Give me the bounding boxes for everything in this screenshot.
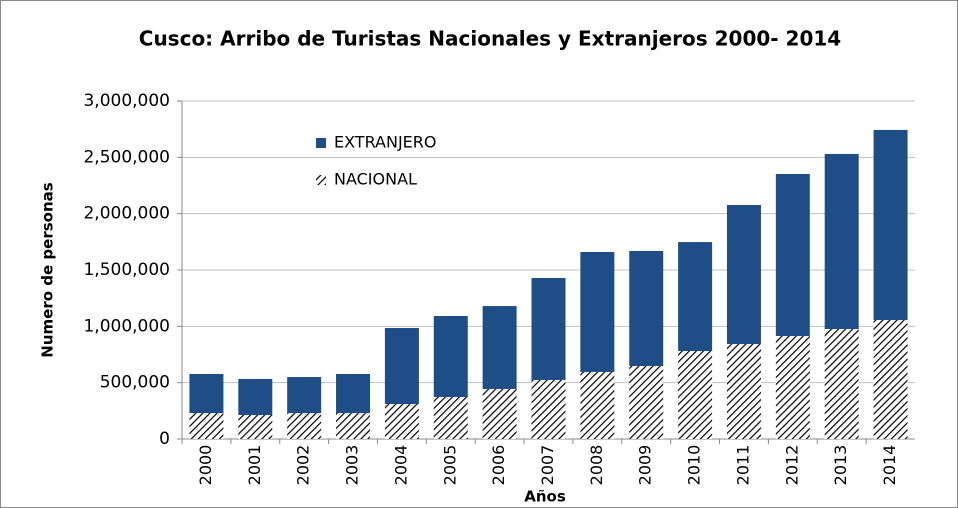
x-tick-label: 2008: [587, 445, 606, 486]
bar-segment: [433, 396, 468, 439]
bar-segment: [189, 413, 224, 439]
bar-segment: [678, 242, 713, 352]
x-tick-label: 2006: [489, 445, 508, 486]
chart-title: Cusco: Arribo de Turistas Nacionales y E…: [139, 27, 841, 51]
bar-segment: [384, 328, 419, 405]
y-tick-label: 0: [159, 429, 170, 449]
bar-segment: [775, 336, 810, 439]
bar-segment: [775, 174, 810, 337]
bar-segment: [238, 378, 273, 416]
bar-segment: [287, 413, 322, 439]
bar-segment: [873, 320, 908, 439]
bar-segment: [189, 373, 224, 414]
bar-segment: [482, 306, 517, 389]
bar-segment: [384, 404, 419, 439]
bar-segment: [726, 344, 761, 439]
x-tick-label: 2003: [343, 445, 362, 486]
bar-segment: [726, 204, 761, 345]
x-tick-label: 2013: [831, 445, 850, 486]
y-axis-label: Numero de personas: [39, 182, 57, 357]
x-tick-label: 2012: [782, 445, 801, 486]
y-tick-label: 2,000,000: [83, 204, 170, 224]
x-tick-label: 2004: [391, 445, 410, 486]
bar-segment: [629, 365, 664, 439]
bar-segment: [287, 377, 322, 414]
bar-segment: [482, 388, 517, 439]
x-tick-label: 2001: [245, 445, 264, 486]
bar-segment: [824, 329, 859, 439]
bar-segment: [580, 371, 615, 439]
bar-segment: [238, 415, 273, 439]
x-tick-label: 2005: [440, 445, 459, 486]
legend-label: EXTRANJERO: [334, 133, 436, 152]
bar-segment: [580, 251, 615, 372]
bar-segment: [336, 413, 371, 439]
legend-swatch: [316, 175, 326, 185]
x-tick-label: 2009: [636, 445, 655, 486]
y-tick-label: 2,500,000: [83, 147, 170, 167]
x-tick-label: 2011: [733, 445, 752, 486]
legend-swatch: [316, 138, 326, 148]
bar-segment: [336, 373, 371, 414]
x-tick-label: 2007: [538, 445, 557, 486]
bar-segment: [531, 379, 566, 439]
y-tick-label: 500,000: [100, 373, 170, 393]
x-tick-label: 2014: [880, 445, 899, 486]
bar-segment: [873, 129, 908, 321]
bar-segment: [433, 315, 468, 397]
bar-segment: [824, 153, 859, 330]
y-tick-label: 3,000,000: [83, 91, 170, 111]
y-tick-label: 1,000,000: [83, 316, 170, 336]
bar-segment: [629, 250, 664, 366]
x-tick-label: 2010: [685, 445, 704, 486]
x-tick-label: 2000: [196, 445, 215, 486]
legend-label: NACIONAL: [334, 170, 417, 189]
y-tick-label: 1,500,000: [83, 260, 170, 280]
bar-segment: [678, 351, 713, 439]
bar-segment: [531, 277, 566, 380]
x-tick-label: 2002: [294, 445, 313, 486]
x-axis-label: Años: [524, 488, 566, 506]
